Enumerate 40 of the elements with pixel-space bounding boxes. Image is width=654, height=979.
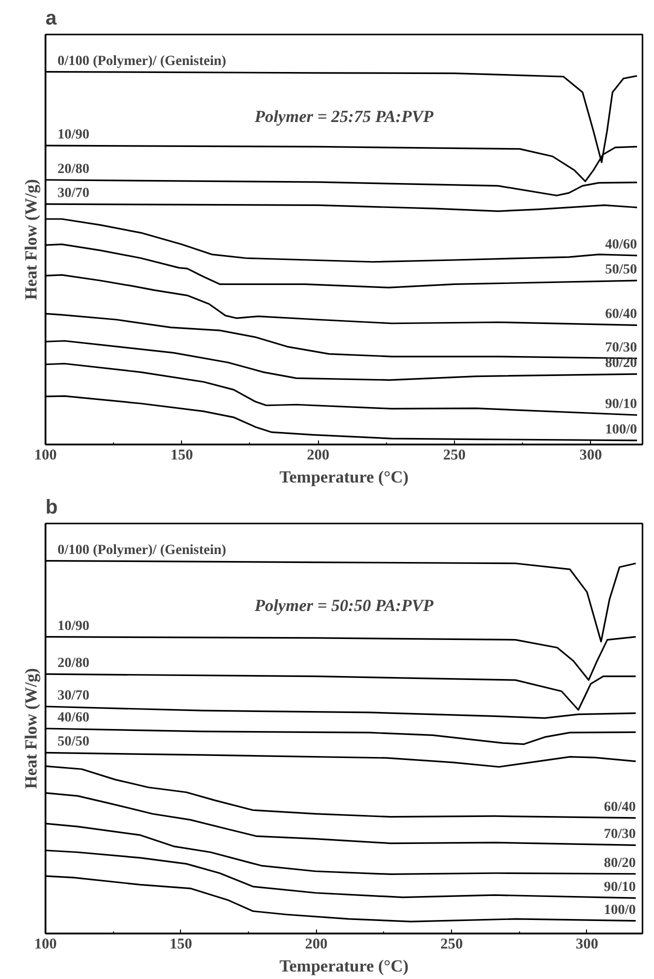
annotation: Polymer = 25:75 PA:PVP bbox=[254, 107, 434, 126]
series-label: 40/60 bbox=[57, 710, 90, 726]
series-label: 50/50 bbox=[605, 262, 638, 278]
x-tick-label: 150 bbox=[170, 448, 194, 464]
x-tick-label: 250 bbox=[440, 936, 463, 952]
series-label: 20/80 bbox=[57, 162, 90, 177]
series-label: 10/90 bbox=[57, 618, 90, 634]
x-tick-label: 300 bbox=[579, 448, 602, 464]
x-tick-label: 150 bbox=[170, 936, 192, 952]
x-tick-label: 200 bbox=[305, 936, 328, 952]
series-label: 60/40 bbox=[604, 800, 636, 815]
series-label: 20/80 bbox=[57, 656, 90, 672]
series-label: 90/10 bbox=[605, 397, 638, 412]
series-label: 10/90 bbox=[57, 128, 90, 143]
annotation: Polymer = 50:50 PA:PVP bbox=[254, 596, 434, 615]
x-tick-label: 100 bbox=[34, 448, 57, 464]
series-label: 70/30 bbox=[605, 340, 638, 356]
series-label: 80/20 bbox=[605, 356, 638, 372]
y-axis-title: Heat Flow (W/g) bbox=[22, 668, 40, 789]
series-label: 70/30 bbox=[604, 827, 636, 842]
chart-title: a bbox=[46, 8, 58, 30]
chart-title: b bbox=[46, 496, 58, 518]
series-label: 80/20 bbox=[604, 856, 636, 871]
series-label: 100/0 bbox=[604, 902, 636, 918]
x-tick-label: 300 bbox=[576, 936, 598, 952]
x-axis-title: Temperature (°C) bbox=[279, 468, 409, 486]
series-label: 100/0 bbox=[605, 422, 638, 438]
y-axis-title: Heat Flow (W/g) bbox=[22, 179, 40, 300]
series-label: 50/50 bbox=[57, 734, 90, 750]
series-label: 60/40 bbox=[605, 307, 638, 322]
x-tick-label: 250 bbox=[443, 448, 466, 464]
series-label: 0/100 (Polymer)/ (Genistein) bbox=[57, 54, 227, 69]
series-label: 0/100 (Polymer)/ (Genistein) bbox=[57, 542, 227, 558]
x-axis-title: Temperature (°C) bbox=[279, 956, 409, 976]
x-tick-label: 100 bbox=[34, 936, 57, 952]
x-tick-label: 200 bbox=[306, 448, 330, 464]
series-label: 30/70 bbox=[57, 186, 90, 202]
series-label: 30/70 bbox=[57, 688, 90, 704]
series-label: 90/10 bbox=[604, 880, 636, 896]
series-label: 40/60 bbox=[605, 238, 638, 253]
